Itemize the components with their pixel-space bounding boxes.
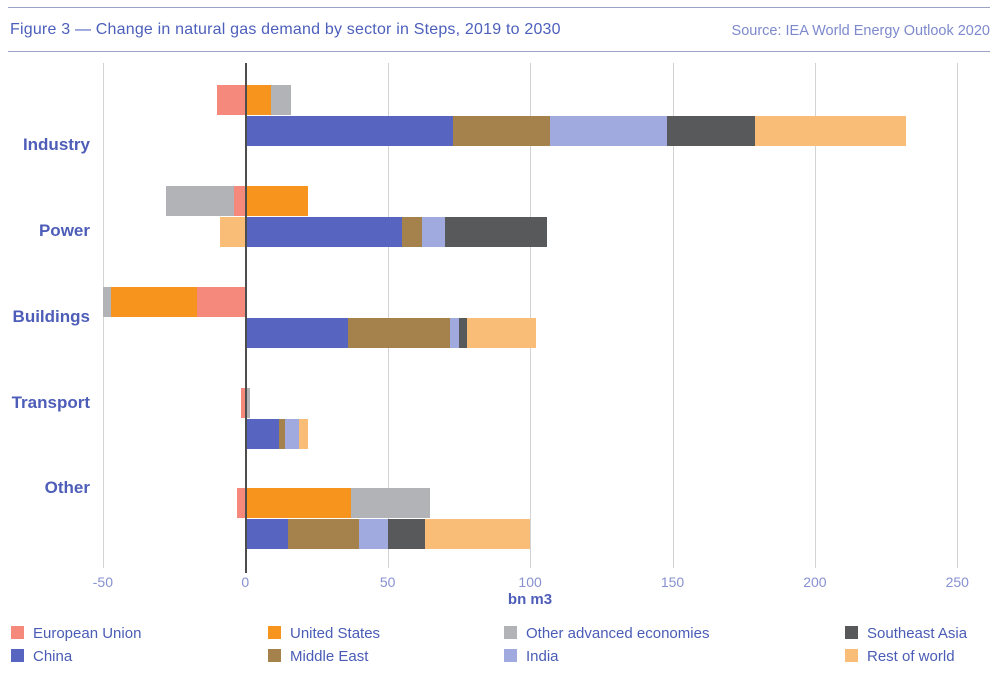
x-tick-label-250: 250: [945, 574, 969, 590]
bar-industry-united-states: [245, 85, 271, 115]
bar-industry-other-advanced-economies: [270, 85, 291, 115]
x-tick-label-100: 100: [518, 574, 542, 590]
gridline-100: [530, 63, 532, 568]
bar-other-southeast-asia: [387, 519, 425, 549]
bar-transport-rest-of-world: [299, 419, 308, 449]
x-tick-label-150: 150: [660, 574, 685, 590]
x-tick-label-50: 50: [379, 574, 396, 590]
bar-power-india: [421, 217, 445, 247]
bar-buildings-china: [245, 318, 348, 348]
sector-label-power: Power: [38, 221, 90, 240]
gridline-250: [957, 63, 959, 568]
x-axis-label: bn m3: [507, 591, 553, 608]
legend-swatch-middle-east: [268, 649, 281, 662]
bar-transport-european-union: [241, 388, 246, 418]
bar-power-china: [245, 217, 402, 247]
bar-industry-india: [550, 116, 667, 146]
sector-label-buildings: Buildings: [12, 307, 90, 326]
legend-swatch-india: [504, 649, 517, 662]
gridline-200: [814, 63, 816, 568]
legend-swatch-other-advanced-economies: [504, 626, 517, 639]
legend-swatch-united-states: [268, 626, 281, 639]
legend-label-india: India: [526, 648, 559, 665]
legend-swatch-european-union: [11, 626, 24, 639]
gridline-50: [387, 63, 389, 568]
legend-label-other-advanced-economies: Other advanced economies: [526, 625, 710, 642]
bar-other-china: [245, 519, 289, 549]
bar-transport-middle-east: [279, 419, 286, 449]
bar-power-united-states: [245, 186, 308, 216]
x-tick-label--50: -50: [92, 574, 113, 590]
bar-power-other-advanced-economies: [165, 186, 234, 216]
bar-buildings-rest-of-world: [467, 318, 536, 348]
bar-other-middle-east: [288, 519, 360, 549]
bar-power-european-union: [233, 186, 246, 216]
figure-source: Source: IEA World Energy Outlook 2020: [731, 23, 990, 39]
legend-label-rest-of-world: Rest of world: [867, 648, 955, 665]
legend-label-european-union: European Union: [33, 625, 142, 642]
bar-other-rest-of-world: [424, 519, 531, 549]
bar-buildings-southeast-asia: [458, 318, 468, 348]
bar-industry-southeast-asia: [666, 116, 756, 146]
legend-label-southeast-asia: Southeast Asia: [867, 625, 968, 642]
bar-other-european-union: [236, 488, 246, 518]
legend-swatch-southeast-asia: [845, 626, 858, 639]
bar-power-southeast-asia: [444, 217, 548, 247]
bar-other-united-states: [245, 488, 351, 518]
sector-label-industry: Industry: [22, 135, 90, 154]
sector-label-transport: Transport: [11, 393, 90, 412]
zero-axis-line: [245, 63, 247, 573]
bar-industry-middle-east: [453, 116, 551, 146]
legend-label-middle-east: Middle East: [290, 648, 369, 665]
bar-industry-rest-of-world: [755, 116, 907, 146]
bar-buildings-india: [450, 318, 459, 348]
bar-buildings-middle-east: [347, 318, 451, 348]
x-tick-label-200: 200: [803, 574, 827, 590]
bar-buildings-united-states: [111, 287, 197, 317]
bar-power-middle-east: [401, 217, 422, 247]
sector-label-other: Other: [44, 478, 90, 497]
legend-swatch-rest-of-world: [845, 649, 858, 662]
bar-transport-china: [245, 419, 280, 449]
bar-transport-other-advanced-economies: [245, 388, 250, 418]
legend-label-united-states: United States: [290, 625, 381, 642]
gridline-150: [672, 63, 674, 568]
top-rule: [8, 7, 990, 8]
bar-industry-european-union: [216, 85, 246, 115]
legend-label-china: China: [33, 648, 73, 665]
bar-other-other-advanced-economies: [350, 488, 431, 518]
bar-industry-china: [245, 116, 454, 146]
x-tick-label-0: 0: [241, 574, 250, 590]
legend-swatch-china: [11, 649, 24, 662]
bar-buildings-other-advanced-economies: [102, 287, 112, 317]
figure-title: Figure 3 — Change in natural gas demand …: [10, 21, 561, 38]
bar-power-rest-of-world: [219, 217, 246, 247]
title-rule: [8, 51, 990, 52]
bar-transport-india: [285, 419, 300, 449]
bar-buildings-european-union: [196, 287, 246, 317]
bar-other-india: [359, 519, 388, 549]
